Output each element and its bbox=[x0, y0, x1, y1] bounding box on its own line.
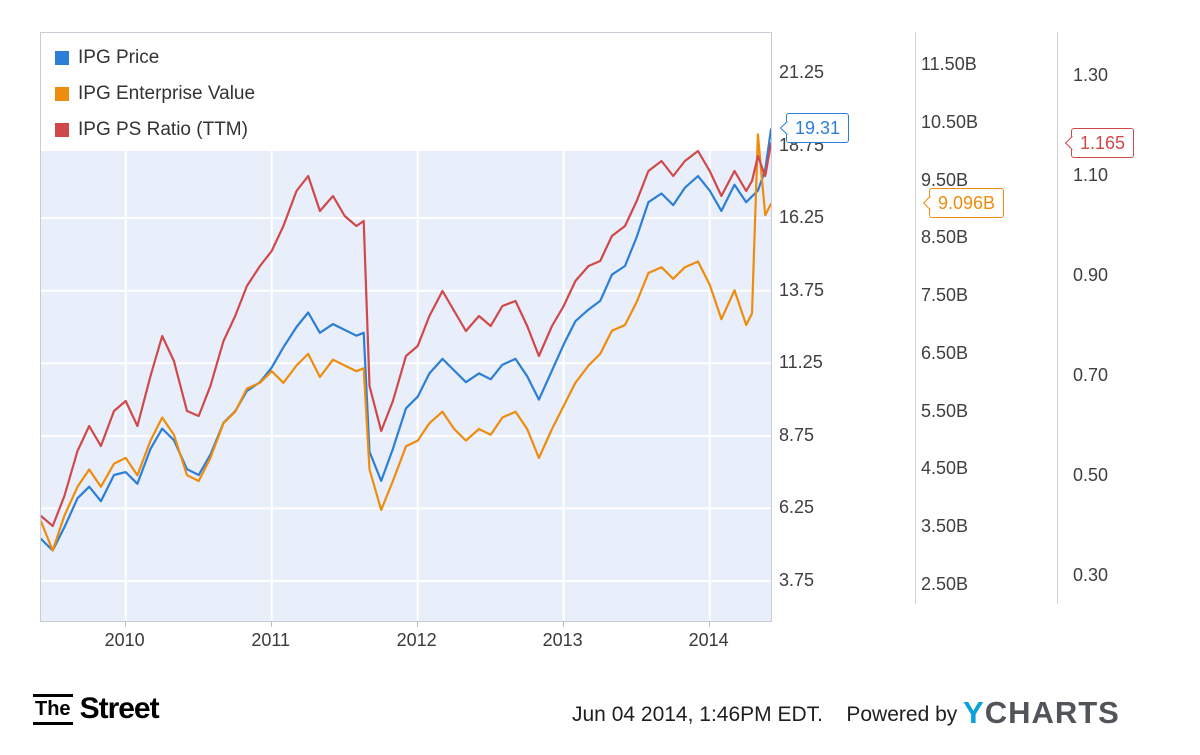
legend-item: IPG Price bbox=[55, 44, 255, 71]
powered-by-text: Powered by bbox=[846, 703, 958, 726]
ycharts-logo-charts: CHARTS bbox=[984, 695, 1120, 730]
ev-axis-tick-label: 3.50B bbox=[921, 516, 969, 537]
legend-item: IPG Enterprise Value bbox=[55, 80, 255, 107]
ev-axis-tick-label: 11.50B bbox=[921, 54, 977, 74]
timestamp-text: Jun 04 2014, 1:46PM EDT. bbox=[572, 703, 823, 726]
ycharts-logo-y: Y bbox=[963, 695, 985, 730]
price-axis-tick-label: 11.25 bbox=[779, 352, 823, 373]
ev-axis-tick-label: 5.50B bbox=[921, 400, 969, 421]
ps-axis-tick-label: 1.10 bbox=[1073, 165, 1109, 185]
price-axis-tick-label: 21.25 bbox=[779, 62, 825, 82]
price-axis-tick-label: 13.75 bbox=[779, 279, 825, 300]
x-axis-tick-label: 2012 bbox=[396, 630, 437, 650]
series-line-ps bbox=[41, 142, 771, 528]
ps-axis-tick-label: 1.30 bbox=[1073, 65, 1109, 85]
x-axis-tick-label: 2013 bbox=[542, 630, 583, 650]
ev-axis-tick-label: 6.50B bbox=[921, 342, 969, 363]
ev-axis-tick-label: 8.50B bbox=[921, 227, 969, 248]
x-axis-tick-label: 2011 bbox=[251, 630, 291, 650]
legend-label: IPG Price bbox=[78, 46, 160, 68]
price-axis-tick-label: 3.75 bbox=[779, 570, 815, 590]
price-value-callout: 19.31 bbox=[786, 113, 850, 144]
enterprise-value-callout: 9.096B bbox=[929, 187, 1005, 218]
axis-separator bbox=[915, 32, 916, 604]
ps-axis-tick-label: 0.70 bbox=[1073, 365, 1109, 385]
ev-axis-tick-label: 7.50B bbox=[921, 285, 969, 306]
plot-area bbox=[40, 32, 772, 622]
ev-axis-tick-label: 2.50B bbox=[921, 574, 969, 595]
price-axis-tick-label: 16.25 bbox=[779, 207, 825, 228]
x-axis-tick-label: 2014 bbox=[688, 630, 729, 650]
legend-swatch-ps-ratio bbox=[55, 122, 69, 137]
x-axis-tick-label: 2010 bbox=[104, 630, 145, 650]
ev-axis-tick-label: 4.50B bbox=[921, 458, 969, 479]
legend-item: IPG PS Ratio (TTM) bbox=[55, 116, 255, 143]
ycharts-logo[interactable]: YCHARTS bbox=[963, 695, 1120, 731]
thestreet-logo[interactable]: The Street bbox=[33, 692, 160, 726]
legend-swatch-price bbox=[55, 50, 69, 65]
chart-timestamp: Jun 04 2014, 1:46PM EDT. Powered by bbox=[572, 703, 957, 727]
plot-band bbox=[41, 151, 771, 621]
ps-axis-tick-label: 0.30 bbox=[1073, 565, 1109, 585]
thestreet-logo-street: Street bbox=[79, 692, 160, 725]
ev-axis-tick-label: 10.50B bbox=[921, 111, 979, 132]
series-line-price bbox=[41, 128, 771, 552]
chart-legend: IPG Price IPG Enterprise Value IPG PS Ra… bbox=[55, 44, 255, 152]
legend-label: IPG PS Ratio (TTM) bbox=[78, 118, 248, 140]
price-axis-tick-label: 8.75 bbox=[779, 424, 815, 445]
price-axis-tick-label: 6.25 bbox=[779, 497, 815, 518]
ps-axis-tick-label: 0.50 bbox=[1073, 465, 1109, 485]
legend-swatch-enterprise-value bbox=[55, 86, 69, 101]
thestreet-logo-the: The bbox=[33, 693, 73, 725]
ps-ratio-callout: 1.165 bbox=[1071, 127, 1135, 158]
legend-label: IPG Enterprise Value bbox=[78, 82, 256, 104]
series-line-ev bbox=[41, 133, 771, 552]
chart-svg bbox=[41, 33, 771, 621]
axis-separator bbox=[1057, 32, 1058, 604]
ps-axis-tick-label: 0.90 bbox=[1073, 265, 1109, 285]
